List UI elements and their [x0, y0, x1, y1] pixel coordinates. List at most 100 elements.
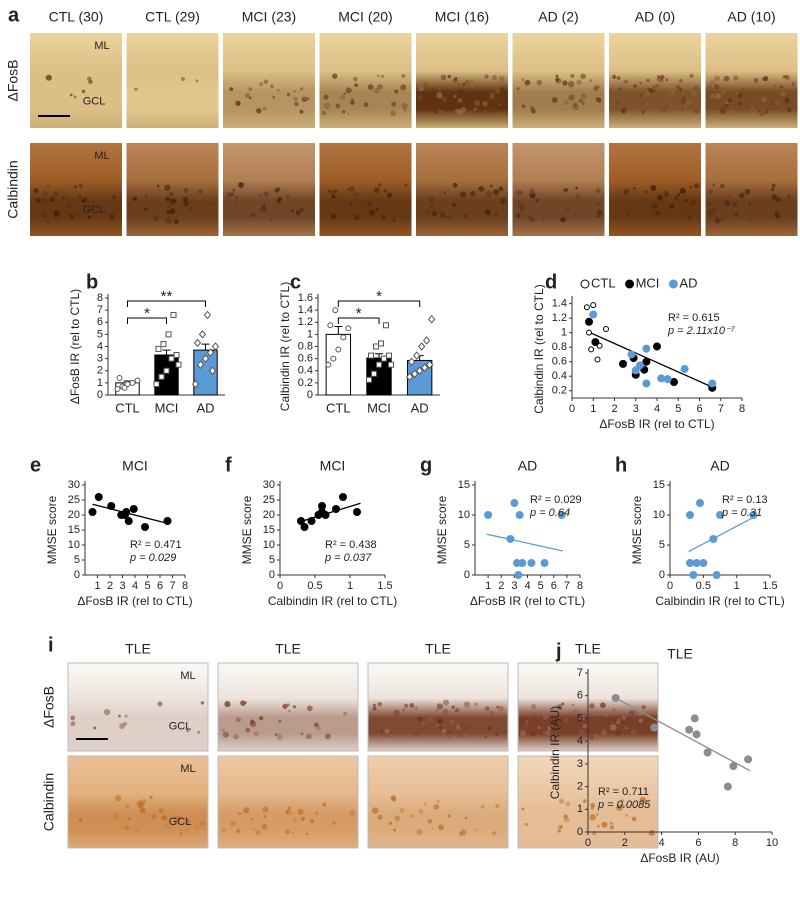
data-point — [692, 730, 701, 739]
cell — [615, 729, 622, 736]
y-tick-label: 1.2 — [298, 316, 313, 328]
micrograph — [126, 33, 219, 128]
x-tick-label: 8 — [182, 580, 188, 592]
data-point — [416, 366, 424, 376]
y-tick-label: 3 — [97, 353, 103, 365]
cell — [442, 96, 447, 102]
cell — [764, 109, 769, 114]
cell — [750, 102, 754, 107]
cell — [262, 106, 267, 111]
data-point — [335, 346, 342, 353]
cell — [238, 182, 244, 188]
significance-bracket — [127, 300, 206, 307]
cell — [436, 723, 440, 727]
cell — [390, 795, 397, 801]
x-tick-label: 1.5 — [762, 580, 777, 592]
row-label: ΔFosB — [5, 59, 21, 101]
cell — [437, 87, 441, 91]
stat-annotation: p = 2.11x10⁻⁷ — [667, 325, 736, 337]
data-point — [642, 357, 651, 366]
cell — [295, 210, 301, 216]
cell — [186, 728, 190, 733]
cell — [188, 206, 193, 211]
cell — [713, 84, 720, 90]
data-point — [670, 378, 678, 387]
data-point — [426, 360, 434, 369]
cell — [334, 189, 338, 193]
x-tick-label: MCI — [367, 400, 391, 415]
cell — [618, 87, 622, 91]
data-point — [631, 366, 640, 375]
cell — [165, 202, 172, 209]
cell — [232, 199, 239, 205]
cell — [229, 87, 234, 92]
cell — [470, 190, 476, 197]
cell — [437, 109, 442, 114]
cell — [639, 796, 646, 803]
cell — [446, 214, 453, 221]
micrograph — [705, 33, 798, 128]
cell — [496, 705, 500, 709]
legend-label: MCI — [636, 275, 660, 290]
cell — [43, 191, 48, 196]
cell — [715, 92, 722, 99]
data-point — [611, 693, 620, 702]
cell — [575, 186, 578, 190]
cell — [378, 183, 382, 187]
data-point — [129, 505, 138, 513]
stat-annotation: p = 0.31 — [721, 507, 762, 519]
cell — [639, 81, 643, 85]
cell — [440, 110, 445, 115]
cell — [447, 735, 451, 739]
y-tick-label: 0 — [464, 569, 470, 581]
stat-annotation: R² = 0.13 — [722, 494, 768, 506]
cell — [263, 815, 267, 818]
cell — [487, 726, 492, 731]
data-point — [307, 517, 316, 525]
cell — [560, 216, 566, 223]
cell — [652, 88, 657, 93]
cell — [262, 204, 266, 207]
cell — [733, 75, 739, 81]
cell — [498, 103, 502, 106]
cell — [470, 79, 474, 83]
y-tick-label: 0.4 — [552, 370, 567, 382]
cell — [449, 719, 455, 725]
cell — [547, 726, 552, 731]
cell — [294, 101, 299, 107]
region-label: ML — [94, 40, 109, 52]
x-tick-label: 7 — [718, 403, 724, 415]
cell — [534, 713, 537, 717]
x-tick-label: 3 — [633, 403, 639, 415]
y-axis-label: Calbindin IR (rel to CTL) — [532, 284, 546, 413]
data-point — [716, 511, 724, 519]
data-point — [386, 352, 392, 359]
cell — [428, 196, 435, 202]
y-tick-label: 1 — [307, 328, 313, 340]
cell — [595, 188, 601, 194]
cell — [737, 93, 743, 99]
data-point — [158, 373, 165, 380]
cell — [771, 183, 776, 188]
x-tick-label: CTL — [326, 400, 351, 415]
cell — [46, 184, 50, 188]
cell — [282, 703, 288, 710]
cell — [245, 727, 250, 733]
cell — [414, 732, 419, 737]
cell — [488, 106, 495, 113]
x-axis-label: ΔFosB IR (rel to CTL) — [77, 594, 192, 608]
cell — [648, 829, 655, 836]
cell — [198, 189, 203, 194]
cell — [309, 819, 315, 824]
cell — [195, 79, 199, 83]
cell — [41, 211, 48, 218]
cell — [199, 820, 206, 827]
cell — [464, 79, 471, 86]
cell — [690, 199, 697, 206]
y-tick-label: 0.2 — [298, 377, 313, 389]
cell — [185, 818, 191, 825]
cell — [627, 212, 630, 216]
cell — [151, 813, 157, 820]
cell — [124, 825, 130, 831]
cell — [531, 108, 536, 114]
